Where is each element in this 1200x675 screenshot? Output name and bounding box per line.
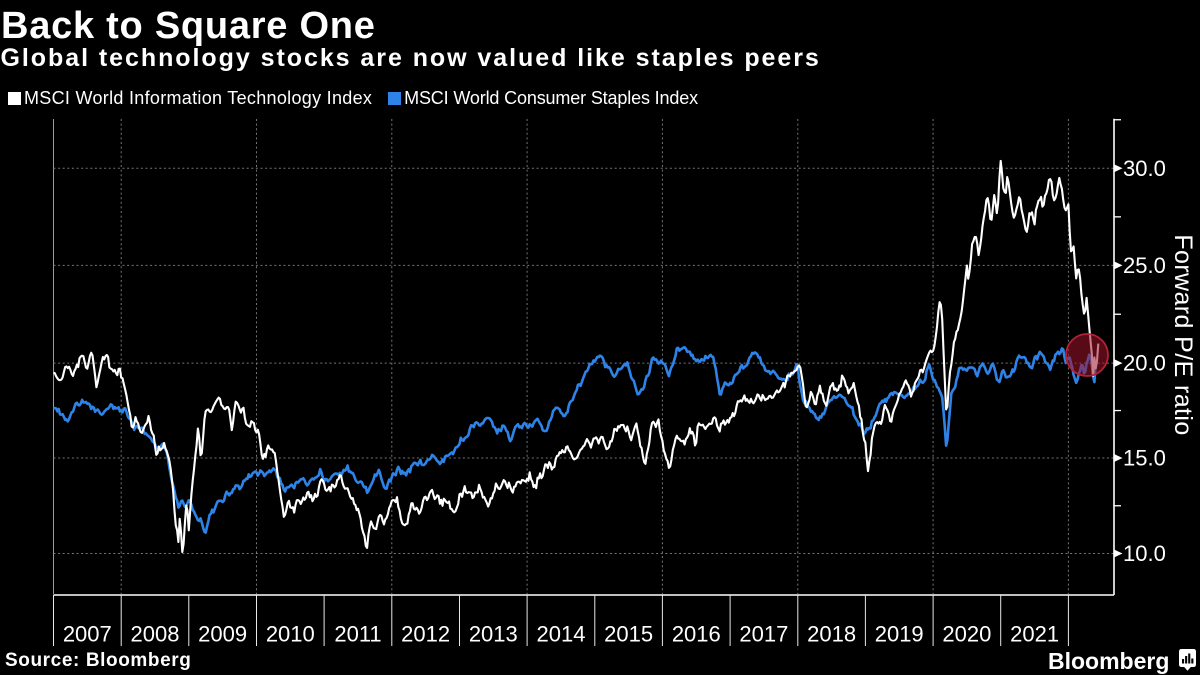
svg-text:25.0: 25.0 — [1123, 253, 1166, 278]
svg-text:2009: 2009 — [198, 622, 247, 647]
svg-text:2012: 2012 — [401, 622, 450, 647]
svg-text:2020: 2020 — [942, 622, 991, 647]
svg-text:2007: 2007 — [63, 622, 112, 647]
svg-text:2017: 2017 — [739, 622, 788, 647]
svg-text:2014: 2014 — [537, 622, 586, 647]
svg-text:30.0: 30.0 — [1123, 156, 1166, 181]
svg-text:2015: 2015 — [604, 622, 653, 647]
svg-text:10.0: 10.0 — [1123, 541, 1166, 566]
svg-text:2010: 2010 — [266, 622, 315, 647]
svg-text:Forward P/E ratio: Forward P/E ratio — [1169, 234, 1197, 435]
svg-text:2008: 2008 — [131, 622, 180, 647]
svg-text:20.0: 20.0 — [1123, 351, 1166, 376]
svg-text:2019: 2019 — [875, 622, 924, 647]
svg-text:2013: 2013 — [469, 622, 518, 647]
svg-text:2018: 2018 — [807, 622, 856, 647]
svg-text:2011: 2011 — [334, 622, 381, 647]
svg-text:2016: 2016 — [672, 622, 721, 647]
svg-text:2021: 2021 — [1010, 622, 1059, 647]
svg-text:15.0: 15.0 — [1123, 446, 1166, 471]
